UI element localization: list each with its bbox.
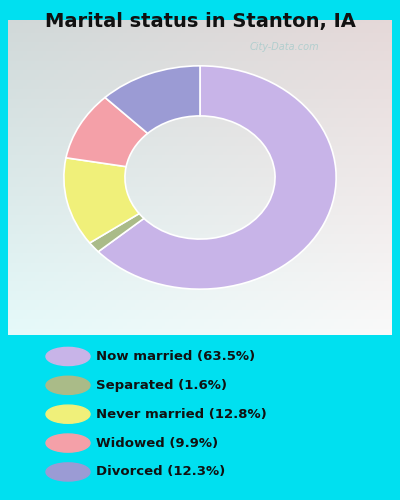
Text: Divorced (12.3%): Divorced (12.3%) bbox=[96, 466, 225, 478]
Wedge shape bbox=[90, 214, 144, 252]
Wedge shape bbox=[98, 66, 336, 289]
Text: City-Data.com: City-Data.com bbox=[250, 42, 319, 52]
Circle shape bbox=[46, 405, 90, 423]
Circle shape bbox=[46, 463, 90, 481]
Circle shape bbox=[46, 434, 90, 452]
Circle shape bbox=[46, 376, 90, 394]
Text: Separated (1.6%): Separated (1.6%) bbox=[96, 379, 227, 392]
Circle shape bbox=[46, 348, 90, 366]
Text: Widowed (9.9%): Widowed (9.9%) bbox=[96, 436, 218, 450]
Wedge shape bbox=[64, 158, 139, 243]
Wedge shape bbox=[66, 98, 148, 166]
Text: Now married (63.5%): Now married (63.5%) bbox=[96, 350, 255, 363]
Text: Never married (12.8%): Never married (12.8%) bbox=[96, 408, 267, 420]
Text: Marital status in Stanton, IA: Marital status in Stanton, IA bbox=[44, 12, 356, 30]
Wedge shape bbox=[105, 66, 200, 134]
